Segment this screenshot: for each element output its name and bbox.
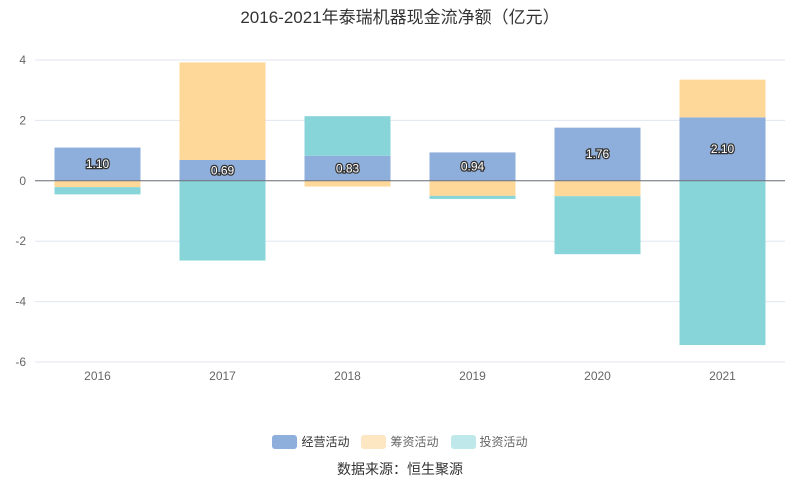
bar-筹资活动-2021 — [679, 79, 766, 118]
y-tick-label: -6 — [15, 355, 26, 369]
x-tick-label: 2019 — [459, 369, 486, 383]
data-label: 1.10 — [86, 157, 110, 171]
bar-投资活动-2019 — [429, 195, 516, 199]
legend-item-investing[interactable]: 投资活动 — [450, 433, 528, 450]
bar-筹资活动-2019 — [429, 180, 516, 196]
x-tick-label: 2017 — [209, 369, 236, 383]
x-tick-label: 2016 — [84, 369, 111, 383]
bar-经营活动-2016 — [54, 147, 141, 181]
legend-item-financing[interactable]: 筹资活动 — [361, 433, 439, 450]
legend-item-operating[interactable]: 经营活动 — [272, 433, 349, 450]
bar-经营活动-2020 — [554, 127, 641, 181]
data-label: 2.10 — [711, 142, 735, 156]
legend-label: 筹资活动 — [390, 435, 439, 449]
y-tick-label: 0 — [19, 174, 26, 188]
legend-label: 经营活动 — [301, 435, 350, 449]
bar-投资活动-2021 — [679, 180, 766, 346]
bar-投资活动-2017 — [179, 180, 266, 261]
bar-投资活动-2016 — [54, 187, 141, 195]
data-label: 0.94 — [461, 160, 485, 174]
y-tick-label: -2 — [15, 234, 26, 248]
x-tick-label: 2018 — [334, 369, 361, 383]
bar-经营活动-2017 — [179, 159, 266, 181]
y-tick-label: 4 — [19, 53, 26, 67]
y-tick-label: 2 — [19, 113, 26, 127]
bar-经营活动-2018 — [304, 155, 391, 181]
bar-筹资活动-2017 — [179, 62, 266, 160]
data-source: 数据来源：恒生聚源 — [337, 461, 463, 477]
data-label: 0.69 — [211, 163, 235, 177]
bar-筹资活动-2020 — [554, 180, 641, 197]
bar-经营活动-2021 — [679, 117, 766, 181]
bar-投资活动-2018 — [304, 116, 391, 156]
legend: 经营活动 筹资活动 投资活动 — [0, 433, 800, 450]
data-label: 0.83 — [336, 161, 360, 175]
x-tick-label: 2020 — [584, 369, 611, 383]
legend-swatch — [361, 434, 387, 449]
chart-title: 2016-2021年泰瑞机器现金流净额（亿元） — [240, 8, 560, 27]
data-label: 1.76 — [586, 147, 610, 161]
legend-swatch — [272, 434, 298, 449]
bar-筹资活动-2016 — [54, 180, 141, 188]
bar-投资活动-2020 — [554, 196, 641, 255]
bar-筹资活动-2018 — [304, 180, 391, 187]
legend-swatch — [450, 434, 476, 449]
bar-经营活动-2019 — [429, 152, 516, 181]
chart-plot: 4 2 0 -2 -4 -6 1.10 2016 0.69 2017 0.83 2018 0.94 201… — [15, 53, 785, 383]
legend-label: 投资活动 — [479, 435, 528, 449]
x-tick-label: 2021 — [709, 369, 736, 383]
y-tick-label: -4 — [15, 295, 26, 309]
